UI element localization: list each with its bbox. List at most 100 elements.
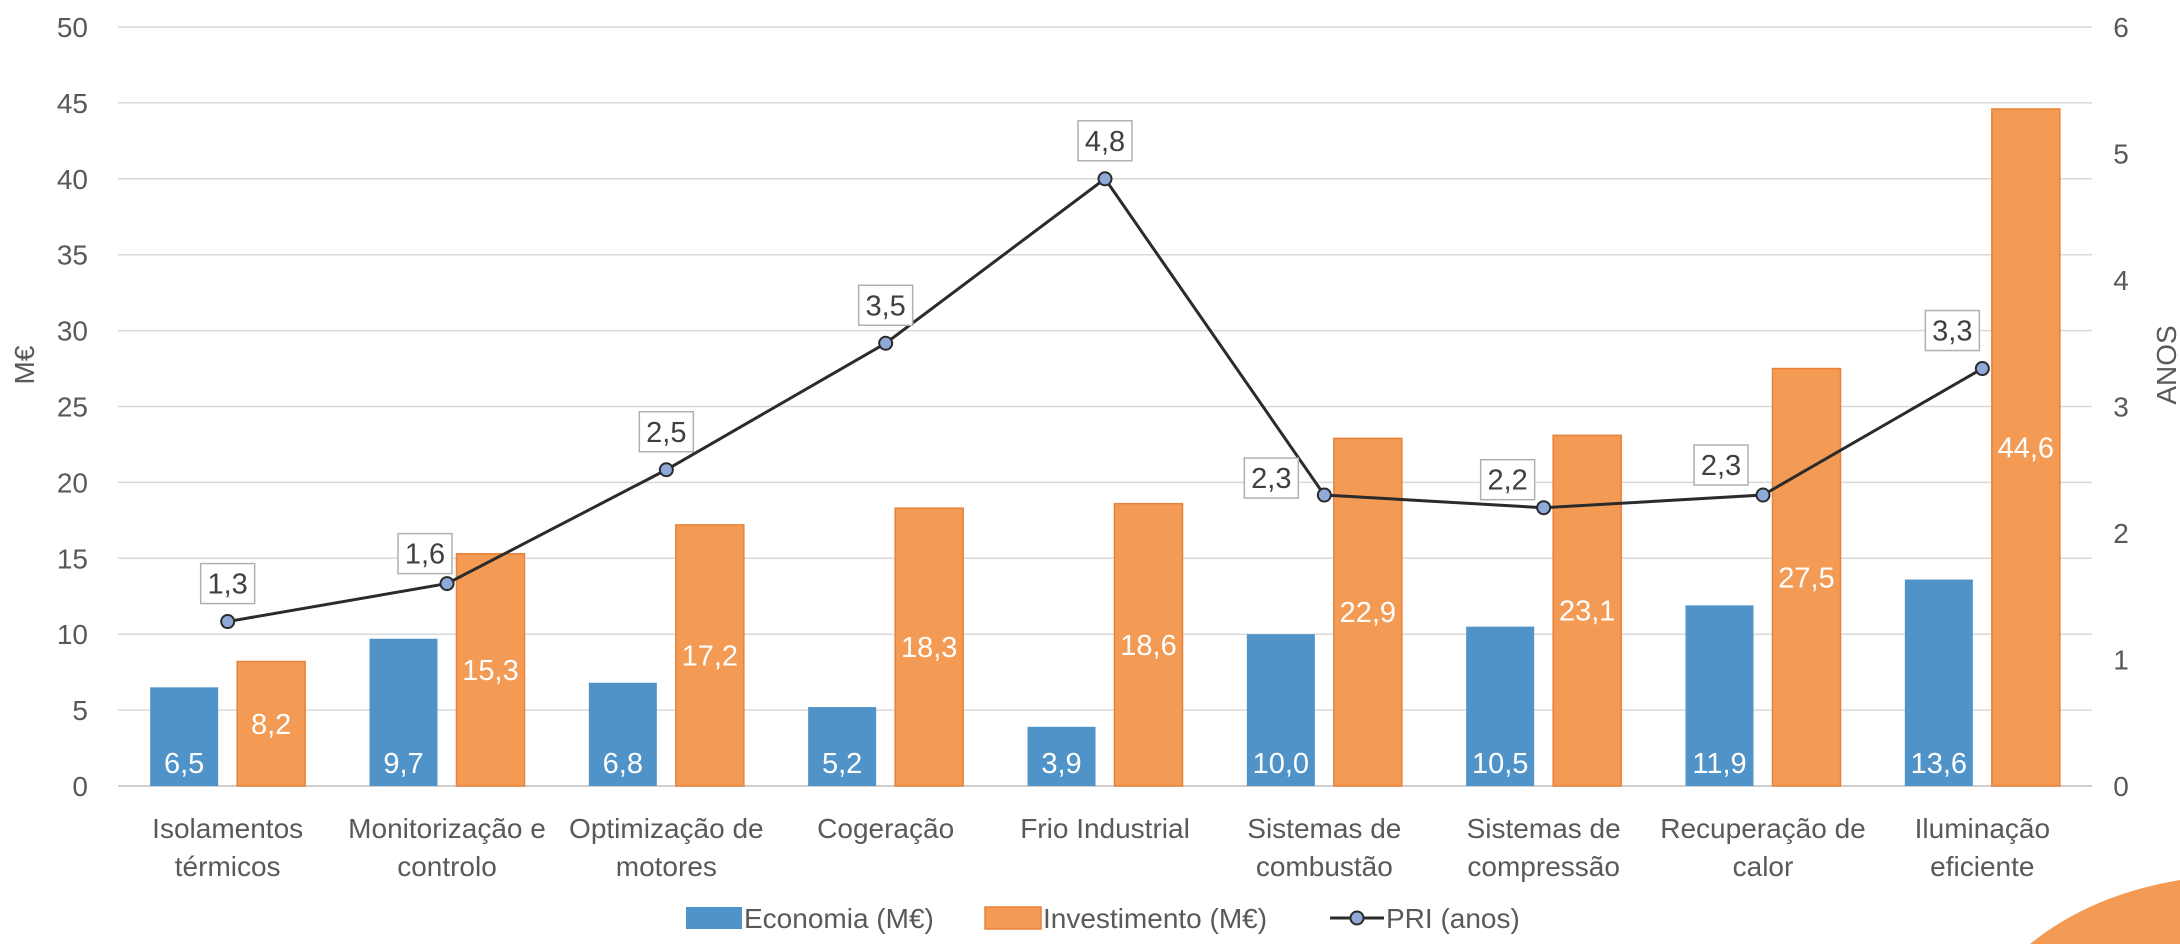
economia-data-label: 5,2 <box>822 748 862 780</box>
investimento-data-label: 17,2 <box>682 640 738 672</box>
pri-point <box>1536 500 1552 516</box>
pri-data-label: 1,6 <box>405 539 445 571</box>
investimento-data-label: 18,6 <box>1120 630 1176 662</box>
x-category-label: Frio Industrial <box>1020 813 1190 844</box>
pri-point <box>1097 171 1113 187</box>
pri-label-box <box>1077 120 1133 162</box>
pri-label-box <box>397 532 453 575</box>
investimento-bar <box>894 507 964 787</box>
decor-layer <box>2030 880 2180 944</box>
pri-data-label: 1,3 <box>208 569 248 601</box>
y-tick-label: 25 <box>57 392 88 423</box>
investimento-bar <box>1113 502 1184 787</box>
investimento-data-label: 22,9 <box>1340 597 1396 629</box>
economia-bar <box>1027 726 1096 786</box>
economia-data-label: 10,0 <box>1253 748 1309 780</box>
x-category-label: Recuperação de calor <box>1660 813 1865 882</box>
y-tick-label: 30 <box>57 316 88 347</box>
pri-point <box>658 462 674 478</box>
pri-data-label: 2,2 <box>1488 465 1528 497</box>
y-tick-label: 50 <box>57 12 88 43</box>
economia-bar <box>369 638 438 786</box>
x-category-label: Sistemas de compressão <box>1467 813 1621 882</box>
corner-decoration <box>2030 880 2180 944</box>
y-tick-label: 35 <box>57 240 88 271</box>
economia-data-label: 10,5 <box>1472 748 1528 780</box>
pri-label-box <box>1243 457 1300 499</box>
pri-point <box>439 576 455 592</box>
investimento-data-label: 23,1 <box>1559 596 1615 628</box>
x-category-label-line: térmicos <box>175 851 281 882</box>
x-category-label: Monitorização e controlo <box>348 813 546 882</box>
pri-label-box <box>638 411 695 453</box>
economia-data-label: 11,9 <box>1692 748 1746 780</box>
investimento-bar <box>1771 367 1842 787</box>
x-category-label-line: motores <box>616 851 717 882</box>
legend-pri-label: PRI (anos) <box>1386 903 1520 934</box>
y-tick-label: 45 <box>57 88 88 119</box>
y-tick-label: 40 <box>57 164 88 195</box>
legend-pri-marker <box>1349 910 1365 926</box>
investimento-data-label: 44,6 <box>1998 432 2054 464</box>
legend-economia-swatch <box>686 907 742 929</box>
y2-tick-label: 2 <box>2113 518 2129 549</box>
x-category-label-line: Sistemas de <box>1467 813 1621 844</box>
investimento-data-label: 27,5 <box>1778 562 1834 594</box>
x-category-label-line: Iluminação <box>1915 813 2050 844</box>
bars: 6,5 8,2 9,7 15,3 6,8 17,2 5,2 18,3 3,9 18,6 10,0 22… <box>150 108 2061 787</box>
y-tick-label: 20 <box>57 467 88 498</box>
pri-data-label: 2,5 <box>646 417 686 449</box>
x-category-label-line: Isolamentos <box>152 813 303 844</box>
pri-data-label: 3,3 <box>1932 316 1972 348</box>
x-category-label-line: controlo <box>397 851 497 882</box>
investimento-bar <box>675 524 745 787</box>
pri-label-box <box>1924 309 1981 352</box>
y2-tick-label: 1 <box>2113 645 2129 676</box>
x-category-label-line: Recuperação de <box>1660 813 1865 844</box>
pri-data-label: 2,3 <box>1701 450 1741 482</box>
x-category-label-line: eficiente <box>1930 851 2034 882</box>
economia-data-label: 13,6 <box>1911 748 1967 780</box>
economia-bar <box>150 687 219 786</box>
pri-line: 1,3 1,6 2,5 3,5 4,8 2,3 2,2 2,3 3,3 <box>199 120 1990 630</box>
economia-data-label: 6,5 <box>164 748 204 780</box>
x-category-label: Cogeração <box>817 813 954 844</box>
x-category-label-line: Optimização de <box>569 813 764 844</box>
x-category-label-line: Sistemas de <box>1247 813 1401 844</box>
x-category-label-line: compressão <box>1467 851 1620 882</box>
y-axis-title: M€ <box>9 345 40 384</box>
x-category-label-line: Frio Industrial <box>1020 813 1190 844</box>
investimento-bar <box>1552 434 1622 787</box>
x-category-label-line: Monitorização e <box>348 813 546 844</box>
pri-data-label: 2,3 <box>1251 463 1291 495</box>
x-category-label: Isolamentos térmicos <box>152 813 303 882</box>
x-category-label: Optimização de motores <box>569 813 764 882</box>
x-category-label: Iluminação eficiente <box>1915 813 2050 882</box>
economia-bar <box>588 682 657 786</box>
pri-data-label: 3,5 <box>866 290 906 322</box>
y2-tick-label: 6 <box>2113 12 2129 43</box>
investimento-data-label: 8,2 <box>251 709 291 741</box>
pri-label-box <box>1479 458 1536 501</box>
y2-tick-label: 4 <box>2113 265 2129 296</box>
pri-label-box <box>199 562 256 605</box>
y2-tick-label: 5 <box>2113 139 2129 170</box>
economia-data-label: 6,8 <box>603 748 643 780</box>
investimento-bar <box>1991 108 2061 787</box>
investimento-bar <box>236 660 306 787</box>
legend-economia-label: Economia (M€) <box>744 903 934 934</box>
investimento-bar <box>455 552 526 787</box>
pri-label-box <box>857 284 914 326</box>
pri-point <box>1755 487 1771 503</box>
pri-label-box <box>1693 444 1749 486</box>
economia-bar <box>1685 605 1754 786</box>
pri-point <box>878 335 894 351</box>
economia-bar <box>1466 626 1535 786</box>
y2-tick-label: 0 <box>2113 771 2129 802</box>
pri-point <box>220 614 236 630</box>
pri-data-label: 4,8 <box>1085 126 1125 158</box>
x-category-label-line: combustão <box>1256 851 1393 882</box>
y-tick-label: 0 <box>72 771 88 802</box>
y2-axis-title: ANOS <box>2151 325 2180 404</box>
